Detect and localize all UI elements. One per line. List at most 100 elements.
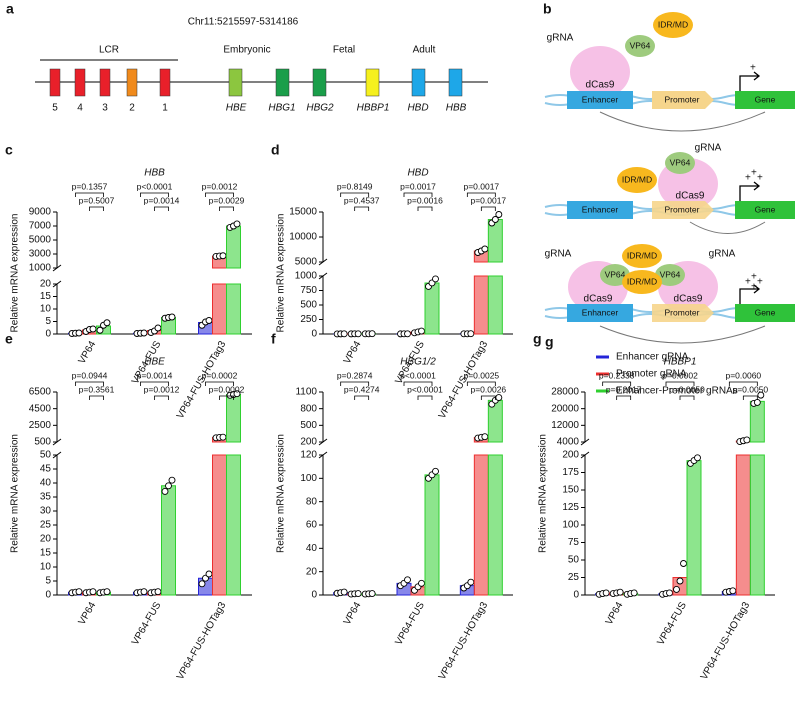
gene-label: HBG2	[306, 103, 334, 114]
scheme-row: Enhancer Promoter Gene + dCas9 gRNA VP64…	[544, 12, 795, 132]
data-point	[219, 433, 227, 441]
significance-bracket	[403, 381, 433, 386]
p-value: p=0.0017	[400, 181, 436, 191]
y-tick-label: 28000	[551, 387, 579, 398]
y-tick-label: 80	[306, 496, 318, 507]
significance-bracket	[602, 381, 632, 386]
p-value: p<0.0001	[407, 384, 443, 394]
data-point	[354, 590, 362, 598]
label: Promoter	[665, 94, 700, 104]
x-tick-label: VP64-FUS	[655, 600, 689, 647]
y-tick-label: 1000	[295, 271, 318, 282]
y-tick-label: 2500	[29, 420, 52, 431]
y-tick-label: 45	[40, 464, 52, 475]
significance-bracket	[340, 381, 370, 386]
p-value: p=0.0002	[662, 370, 698, 380]
y-tick-label: 120	[300, 450, 317, 461]
panel-b: b Enhancer Promoter Gene + dCas9 gRNA VP…	[543, 1, 795, 344]
data-point	[233, 220, 241, 228]
data-point	[340, 588, 348, 596]
label: VP64	[670, 157, 691, 167]
label: Gene	[755, 94, 776, 104]
hs-site	[74, 68, 86, 97]
y-tick-label: 10	[40, 304, 52, 315]
site-label: 4	[77, 103, 83, 114]
gene-box	[735, 91, 795, 109]
y-tick-label: 12000	[551, 420, 579, 431]
y-tick-label: 10000	[289, 232, 317, 243]
x-tick-label: VP64	[342, 339, 364, 366]
significance-bracket	[89, 395, 104, 400]
p-value: p=0.0026	[470, 384, 506, 394]
significance-bracket	[679, 395, 695, 400]
data-point	[168, 476, 176, 484]
promoter-arrow	[652, 201, 714, 219]
label: IDR/MD	[622, 174, 652, 184]
panel-label: d	[271, 142, 280, 158]
label: Enhancer	[582, 204, 619, 214]
plus: +	[757, 277, 763, 288]
y-axis-label: Relative mRNA expression	[10, 434, 21, 553]
y-tick-label: 6500	[29, 387, 52, 398]
scheme-row: Enhancer Promoter Gene + + + dCas9 gRNA …	[544, 143, 795, 234]
site-label: 1	[162, 103, 168, 114]
bar	[424, 282, 440, 335]
data-point	[89, 588, 97, 596]
y-tick-label: 40	[306, 543, 318, 554]
p-value: p=0.0017	[470, 195, 506, 205]
loop	[599, 325, 766, 344]
data-point	[103, 588, 111, 596]
y-axis-label: Relative mRNA expression	[276, 214, 287, 333]
chart-title: HBB	[144, 168, 165, 179]
data-point	[140, 588, 148, 596]
gene-label: HBG1	[268, 103, 295, 114]
y-tick-label: 50	[40, 450, 52, 461]
idr	[622, 244, 662, 268]
y-tick-label: 100	[562, 520, 579, 531]
significance-bracket	[417, 206, 433, 211]
p-value: p=0.0059	[669, 384, 705, 394]
y-tick-label: 50	[568, 555, 580, 566]
data-point	[673, 585, 680, 593]
data-point	[432, 275, 439, 283]
data-point	[495, 394, 503, 402]
y-tick-label: 20000	[551, 403, 579, 414]
significance-bracket	[205, 192, 234, 197]
label: IDR/MD	[627, 250, 657, 260]
site-label: 5	[52, 103, 58, 114]
y-tick-label: 1000	[29, 263, 52, 274]
panel-label: e	[5, 331, 13, 347]
axis-break	[318, 438, 328, 459]
p-value: p=0.0050	[732, 384, 768, 394]
x-tick-label: VP64-FUS-HOTag3	[175, 600, 229, 682]
y-tick-label: 175	[562, 467, 579, 478]
scheme-row: Enhancer Promoter Gene + + + + dCas9 dCa…	[545, 244, 795, 344]
y-tick-label: 4500	[29, 403, 52, 414]
bar	[473, 437, 489, 596]
y-axis-label: Relative mRNA expression	[276, 434, 287, 553]
label: IDR/MD	[658, 19, 688, 29]
data-point	[481, 433, 489, 441]
y-tick-label: 10	[40, 562, 52, 573]
panel-label: c	[5, 142, 13, 158]
x-tick-label: VP64	[77, 600, 99, 627]
x-tick-label: VP64-FUS-HOTag3	[699, 600, 753, 682]
gene-box	[735, 201, 795, 219]
p-value: p=0.4274	[344, 384, 380, 394]
label: Promoter	[665, 307, 700, 317]
plus: +	[757, 173, 763, 184]
lcr-label: LCR	[99, 45, 119, 56]
data-point	[630, 589, 638, 597]
significance-bracket	[480, 395, 496, 400]
data-point	[154, 588, 162, 596]
label: dCas9	[586, 80, 615, 91]
p-value: p=0.0014	[144, 195, 180, 205]
label: gRNA	[547, 33, 574, 44]
data-point	[481, 245, 489, 253]
significance-bracket	[340, 192, 370, 197]
plus: +	[751, 272, 757, 283]
data-point	[676, 577, 684, 585]
significance-bracket	[219, 395, 234, 400]
